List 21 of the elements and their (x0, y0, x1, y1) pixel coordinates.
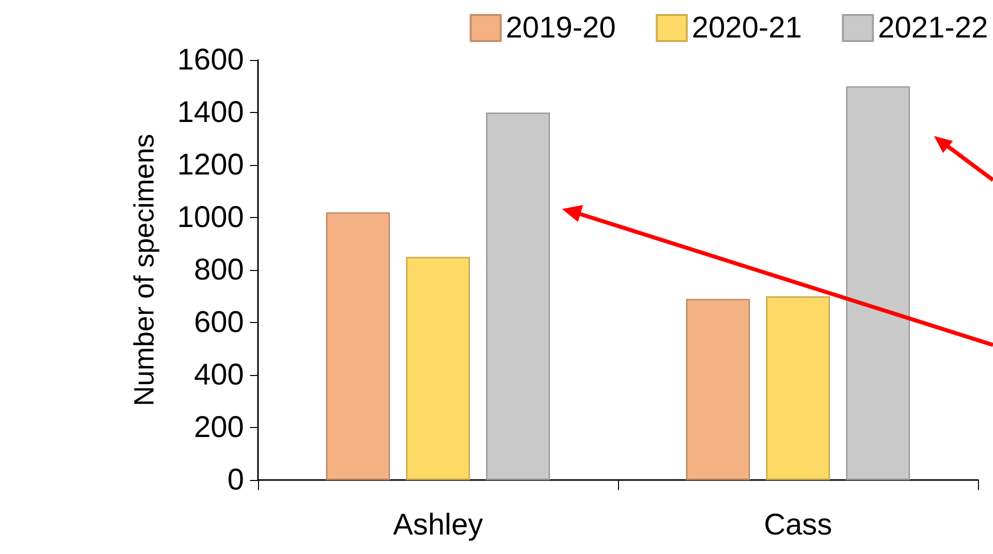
bar (846, 86, 910, 480)
bar (766, 296, 830, 480)
bar (486, 112, 550, 480)
y-tick-label: 1600 (177, 44, 244, 76)
x-tick-label: Ashley (392, 508, 484, 542)
y-tick-label: 1400 (177, 96, 244, 129)
legend-label: 2021-22 (878, 12, 988, 44)
bar (406, 256, 470, 480)
x-tick-label: Cass (764, 508, 832, 542)
y-tick-label: 600 (194, 306, 244, 339)
y-tick-label: 800 (194, 254, 244, 286)
legend-label: 2019-20 (506, 12, 616, 44)
y-tick-label: 1000 (177, 201, 244, 234)
bar (326, 212, 390, 480)
bar (686, 298, 750, 480)
legend-label: 2020-21 (692, 12, 802, 44)
y-axis-title: Number of specimens (128, 134, 160, 406)
y-tick-label: 0 (227, 464, 244, 496)
y-tick-label: 400 (194, 358, 244, 392)
y-tick-label: 1200 (177, 148, 244, 182)
y-tick-label: 200 (194, 411, 244, 444)
